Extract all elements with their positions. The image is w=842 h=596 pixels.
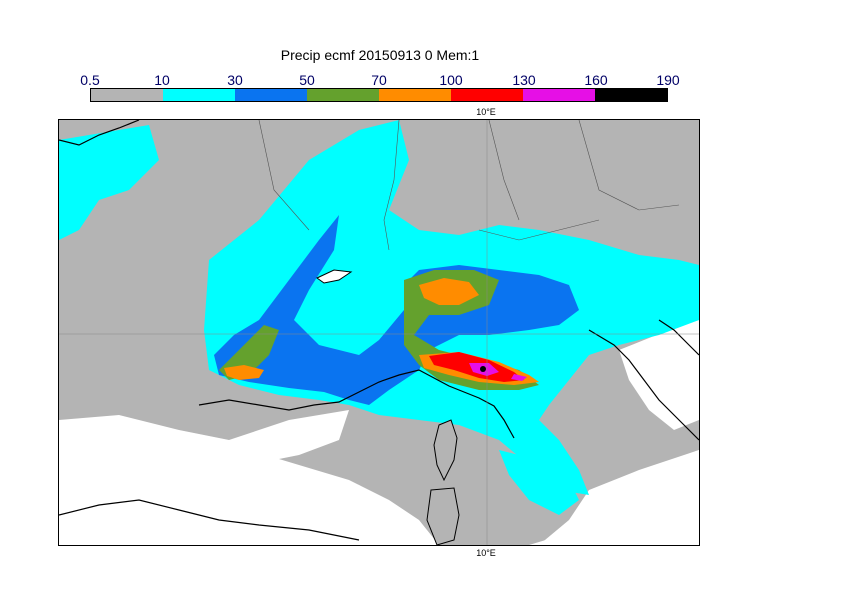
lon-label-top-outer: 10°E [476,107,496,117]
colorbar-segment-4 [379,89,451,101]
colorbar-tick-5: 100 [439,72,463,88]
island-corsica [433,419,458,482]
precip-field-orange-west [224,365,264,380]
border-lines [258,120,680,251]
dry-area-south [59,410,349,470]
colorbar [90,88,668,102]
precip-field-orange [419,278,479,305]
coastline-italy-east [588,329,699,441]
coastline-south-france [198,369,515,439]
precip-map[interactable]: 10°E [58,119,700,546]
colorbar-tick-6: 130 [512,72,536,88]
colorbar-tick-4: 70 [371,72,387,88]
lake-geneva [316,269,353,284]
coastline-balkan [658,319,699,356]
colorbar-segment-0 [91,89,163,101]
colorbar-tick-3: 50 [299,72,315,88]
colorbar-tick-2: 30 [227,72,243,88]
dry-area-east [619,320,699,430]
colorbar-tick-7: 160 [584,72,608,88]
precip-field-magenta-2 [511,374,527,381]
precip-field-cyan [59,125,159,240]
map-canvas [59,120,699,545]
colorbar-segment-1 [163,89,235,101]
colorbar-tick-0: 0.5 [80,72,100,88]
coastline-africa [59,499,360,541]
colorbar-segment-7 [595,89,667,101]
precip-field-cyan-southeast [499,450,579,515]
coastline-west [59,120,140,146]
colorbar-segment-5 [451,89,523,101]
dry-area-south-2 [59,460,409,545]
precip-max-spot [480,366,486,372]
colorbar-tick-8: 190 [656,72,680,88]
colorbar-tick-1: 10 [154,72,170,88]
colorbar-segment-3 [307,89,379,101]
colorbar-segment-2 [235,89,307,101]
plot-title: Precip ecmf 20150913 0 Mem:1 [280,47,480,63]
precip-field-green-west [219,325,279,380]
colorbar-segment-6 [523,89,595,101]
lon-label-bottom: 10°E [476,548,496,558]
island-sardinia [426,487,460,545]
dry-area-southeast [539,450,699,545]
precip-field-blue [214,215,579,405]
